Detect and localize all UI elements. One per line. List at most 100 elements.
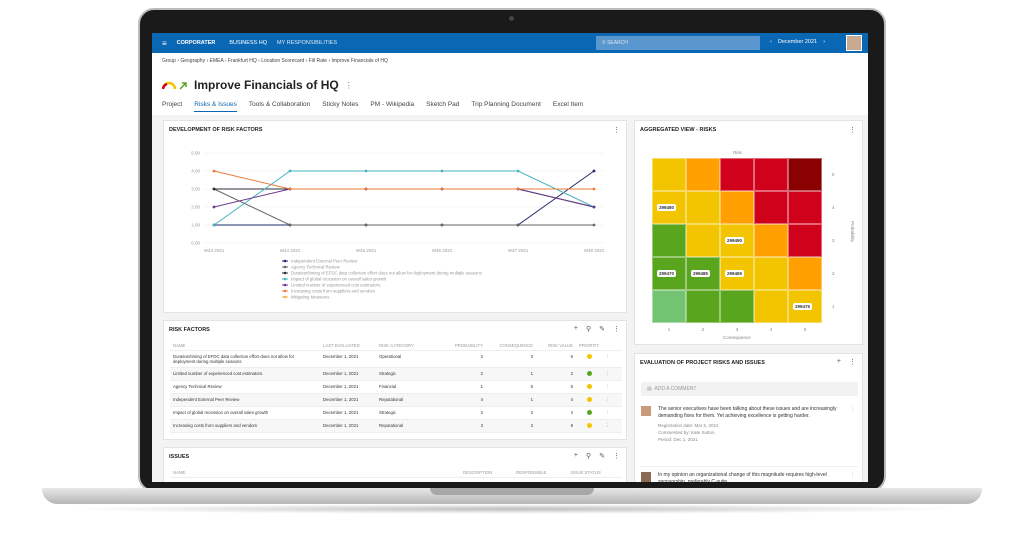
row-more-icon[interactable]: ⋮ xyxy=(602,350,622,368)
menu-icon[interactable]: ≡ xyxy=(162,38,167,48)
cell-priority xyxy=(576,350,603,368)
search-icon[interactable]: ⚲ xyxy=(585,326,592,333)
search-icon[interactable]: ⚲ xyxy=(585,453,592,460)
heatmap-cell[interactable] xyxy=(686,191,720,224)
heatmap-cell[interactable]: 299470 xyxy=(652,257,686,290)
risk-id-label[interactable]: 299490 xyxy=(725,237,745,244)
col-probability[interactable]: PROBABILITY xyxy=(436,341,486,351)
cell-p: 1 xyxy=(436,380,486,394)
table-row[interactable]: Duration/timing of EFDC data collection … xyxy=(170,350,622,368)
y-tick-label: 4.00 xyxy=(191,169,200,174)
heatmap-cell[interactable] xyxy=(686,290,720,323)
col-name[interactable]: NAME xyxy=(170,468,460,478)
more-icon[interactable]: ⋮ xyxy=(613,127,620,134)
tab-project[interactable]: Project xyxy=(162,101,183,108)
row-more-icon[interactable]: ⋮ xyxy=(602,393,622,407)
cell-cat: Operational xyxy=(376,350,436,368)
tab-pm-wikipedia[interactable]: PM - Wikipedia xyxy=(370,101,415,108)
heatmap-cell[interactable] xyxy=(788,191,822,224)
heatmap-cell[interactable] xyxy=(686,158,720,191)
risk-id-label[interactable]: 299475 xyxy=(793,303,813,310)
risk-id-label[interactable]: 299480 xyxy=(657,204,677,211)
risk-id-label[interactable]: 299470 xyxy=(657,270,677,277)
next-period-button[interactable]: › xyxy=(823,39,826,45)
heatmap-cell[interactable] xyxy=(754,158,788,191)
nav-business-hq[interactable]: BUSINESS HQ xyxy=(229,40,267,46)
col-consequence[interactable]: CONSEQUENCE xyxy=(486,341,536,351)
row-more-icon[interactable]: ⋮ xyxy=(602,419,622,433)
heatmap-x-label: Consequence xyxy=(723,335,751,340)
heatmap-cell[interactable] xyxy=(720,191,754,224)
data-point xyxy=(516,169,520,173)
brand-logo[interactable]: CORPORATER xyxy=(176,40,216,46)
heatmap-cell[interactable]: 299485 xyxy=(686,257,720,290)
heatmap-cell[interactable] xyxy=(754,290,788,323)
heatmap-cell[interactable] xyxy=(754,224,788,257)
search-input[interactable]: ⚲ SEARCH xyxy=(596,36,760,50)
table-row[interactable]: Independent External Peer Review December… xyxy=(170,393,622,407)
legend-label: Agency Technical Review xyxy=(291,265,341,270)
heatmap-cell[interactable] xyxy=(720,290,754,323)
col-risk-category[interactable]: RISK CATEGORY xyxy=(376,341,436,351)
nav-my-responsibilities[interactable]: MY RESPONSIBILITIES xyxy=(276,40,338,46)
user-avatar[interactable] xyxy=(846,35,862,51)
tab-excel-item[interactable]: Excel Item xyxy=(552,101,584,108)
row-more-icon[interactable]: ⋮ xyxy=(602,380,622,394)
heatmap-cell[interactable] xyxy=(720,158,754,191)
edit-icon[interactable]: ✎ xyxy=(599,453,605,460)
comment-more-icon[interactable]: ⋮ xyxy=(850,406,855,412)
heatmap-cell[interactable]: 299465 xyxy=(720,257,754,290)
x-tick-label: 2 xyxy=(701,327,705,332)
col-issue-status[interactable]: ISSUE STATUS xyxy=(567,468,622,478)
more-icon[interactable]: ⋮ xyxy=(849,127,856,134)
title-more-icon[interactable]: ⋮ xyxy=(344,80,353,90)
add-icon[interactable]: + xyxy=(573,452,578,459)
row-more-icon[interactable]: ⋮ xyxy=(602,367,622,381)
heatmap-cell[interactable] xyxy=(788,158,822,191)
heatmap-cell[interactable] xyxy=(686,224,720,257)
heatmap-cell[interactable] xyxy=(652,158,686,191)
heatmap-cell[interactable] xyxy=(788,224,822,257)
more-icon[interactable]: ⋮ xyxy=(613,326,620,333)
table-row[interactable]: Impact of global recession on overall sa… xyxy=(170,406,622,420)
heatmap-cell[interactable]: 299475 xyxy=(788,290,822,323)
table-row[interactable]: Limited number of experienced cost estim… xyxy=(170,367,622,381)
col-priority[interactable]: PRIORITY xyxy=(576,341,603,351)
col-name[interactable]: NAME xyxy=(170,341,320,351)
row-more-icon[interactable]: ⋮ xyxy=(602,406,622,420)
more-icon[interactable]: ⋮ xyxy=(849,359,856,366)
tab-sticky-notes[interactable]: Sticky Notes xyxy=(322,101,359,108)
table-row[interactable]: Agency Technical Review December 1, 2021 F… xyxy=(170,380,622,394)
tab-tools-collaboration[interactable]: Tools & Collaboration xyxy=(248,101,311,108)
tab-risks-issues[interactable]: Risks & Issues xyxy=(194,101,237,112)
tab-sketch-pad[interactable]: Sketch Pad xyxy=(426,101,460,108)
issues-card: ISSUES + ⚲ ✎ ⋮ NAME DESCRIPTION RESPONSIBLE… xyxy=(163,447,627,482)
table-row[interactable]: Increasing costs from suppliers and vend… xyxy=(170,419,622,433)
more-icon[interactable]: ⋮ xyxy=(613,453,620,460)
tab-trip-planning-document[interactable]: Trip Planning Document xyxy=(471,101,541,108)
comment-more-icon[interactable]: ⋮ xyxy=(850,472,855,478)
heatmap-cell[interactable] xyxy=(754,191,788,224)
col-description[interactable]: DESCRIPTION xyxy=(460,468,513,478)
heatmap-cell[interactable]: 299490 xyxy=(720,224,754,257)
heatmap-cell[interactable] xyxy=(754,257,788,290)
edit-icon[interactable]: ✎ xyxy=(599,326,605,333)
col-last-evaluated[interactable]: LAST EVALUATED xyxy=(320,341,376,351)
prev-period-button[interactable]: ‹ xyxy=(770,39,772,45)
cell-cat: Strategic xyxy=(376,367,436,381)
add-icon[interactable]: + xyxy=(836,358,841,365)
cell-date: December 1, 2021 xyxy=(320,419,376,433)
data-point xyxy=(516,187,520,191)
heatmap-cell[interactable]: 299480 xyxy=(652,191,686,224)
heatmap-cell[interactable] xyxy=(652,290,686,323)
col-risk-value[interactable]: RISK VALUE xyxy=(536,341,576,351)
breadcrumb[interactable]: Group › Geography › EMEA › Frankfurt HQ … xyxy=(162,58,388,64)
heatmap-cell[interactable] xyxy=(652,224,686,257)
add-comment-input[interactable]: ▤ ADD A COMMENT xyxy=(641,382,858,396)
risk-id-label[interactable]: 299485 xyxy=(691,270,711,277)
heatmap-cell[interactable] xyxy=(788,257,822,290)
period-selector[interactable]: ‹ December 2021 › xyxy=(770,39,825,45)
col-responsible[interactable]: RESPONSIBLE xyxy=(513,468,568,478)
add-icon[interactable]: + xyxy=(573,325,578,332)
risk-id-label[interactable]: 299465 xyxy=(725,270,745,277)
